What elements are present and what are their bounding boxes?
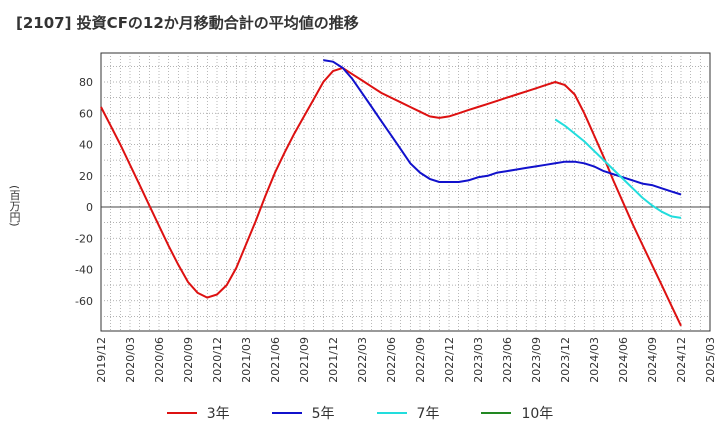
x-tick-label: 2022/12 xyxy=(443,337,456,383)
x-tick-label: 2023/12 xyxy=(559,337,572,383)
chart-title: [2107] 投資CFの12か月移動合計の平均値の推移 xyxy=(16,14,359,32)
x-tick-label: 2021/06 xyxy=(269,337,282,383)
legend-label: 5年 xyxy=(311,406,335,422)
x-tick-label: 2023/09 xyxy=(530,337,543,383)
legend-swatch xyxy=(271,412,302,414)
x-tick-label: 2019/12 xyxy=(95,337,108,383)
y-tick-label: 0 xyxy=(86,201,93,214)
legend-label: 10年 xyxy=(521,406,554,422)
x-tick-label: 2022/09 xyxy=(414,337,427,383)
series-line-7年 xyxy=(554,118,682,219)
y-tick-label: 20 xyxy=(79,170,93,183)
x-tick-label: 2020/09 xyxy=(182,337,195,383)
y-axis-label: (百万円) xyxy=(8,185,21,227)
x-tick-label: 2022/06 xyxy=(385,337,398,383)
y-tick-label: 40 xyxy=(79,139,93,152)
y-tick-label: 80 xyxy=(79,76,93,89)
x-tick-label: 2020/12 xyxy=(211,337,224,383)
chart-legend: 3年 5年 7年 10年 xyxy=(0,403,720,423)
x-tick-label: 2023/03 xyxy=(472,337,485,383)
legend-swatch xyxy=(481,412,512,414)
x-tick-label: 2020/03 xyxy=(124,337,137,383)
x-tick-label: 2021/12 xyxy=(327,337,340,383)
legend-swatch xyxy=(376,412,407,414)
legend-item: 10年 xyxy=(481,403,553,423)
plot-area xyxy=(100,52,711,332)
y-tick-label: 60 xyxy=(79,107,93,120)
x-tick-label: 2025/03 xyxy=(704,337,717,383)
legend-label: 3年 xyxy=(206,406,230,422)
y-tick-label: -60 xyxy=(75,295,93,308)
x-tick-label: 2021/09 xyxy=(298,337,311,383)
legend-label: 7年 xyxy=(416,406,440,422)
legend-item: 5年 xyxy=(271,403,335,423)
y-tick-label: -40 xyxy=(75,264,93,277)
x-tick-label: 2024/09 xyxy=(646,337,659,383)
x-tick-label: 2024/06 xyxy=(617,337,630,383)
x-tick-label: 2021/03 xyxy=(240,337,253,383)
x-tick-label: 2022/03 xyxy=(356,337,369,383)
legend-item: 3年 xyxy=(166,403,230,423)
series-line-3年 xyxy=(100,66,682,327)
legend-item: 7年 xyxy=(376,403,440,423)
x-tick-label: 2020/06 xyxy=(153,337,166,383)
legend-swatch xyxy=(166,412,197,414)
x-tick-label: 2024/12 xyxy=(675,337,688,383)
x-tick-label: 2023/06 xyxy=(501,337,514,383)
y-tick-label: -20 xyxy=(75,232,93,245)
x-tick-label: 2024/03 xyxy=(588,337,601,383)
